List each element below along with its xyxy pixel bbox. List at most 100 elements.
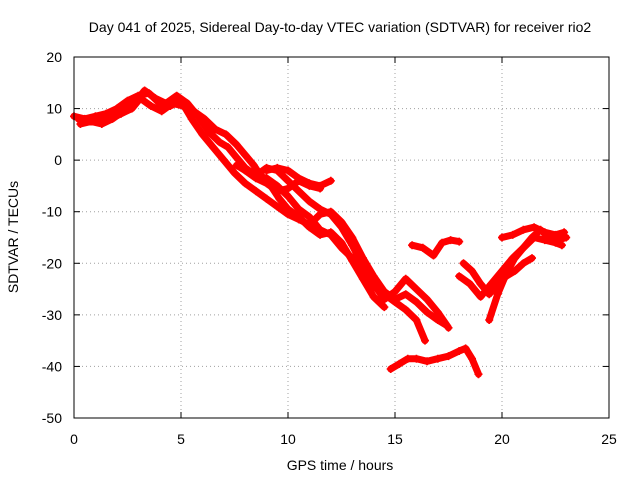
series-line — [70, 89, 450, 329]
data-point — [423, 295, 432, 304]
data-point — [127, 104, 136, 113]
data-point — [348, 241, 357, 250]
data-point — [418, 243, 427, 252]
data-point — [316, 184, 325, 193]
data-point — [85, 114, 93, 123]
series-track-6 — [241, 166, 325, 196]
x-tick-label: 20 — [494, 431, 510, 447]
data-point — [438, 238, 447, 247]
data-point — [241, 151, 250, 159]
data-point — [508, 230, 517, 239]
data-point — [337, 243, 346, 252]
series-track-3 — [74, 94, 389, 312]
data-point — [249, 161, 258, 170]
data-point — [136, 94, 145, 103]
data-point — [510, 254, 519, 263]
data-point — [403, 354, 412, 363]
data-point — [211, 125, 220, 134]
data-point — [510, 267, 519, 275]
data-point — [251, 174, 260, 183]
data-point — [117, 109, 126, 118]
data-point — [358, 267, 367, 275]
y-tick-label: -40 — [42, 358, 62, 374]
data-point — [551, 230, 560, 239]
y-tick-label: 20 — [46, 49, 62, 65]
data-point — [429, 251, 438, 260]
data-point — [284, 166, 292, 175]
data-point — [198, 130, 207, 139]
data-point — [224, 143, 233, 152]
data-point — [326, 176, 335, 185]
data-point — [232, 140, 241, 149]
data-point — [455, 272, 464, 281]
data-point — [232, 153, 241, 162]
data-point — [412, 354, 421, 363]
series-line — [241, 167, 324, 195]
data-point — [200, 114, 209, 123]
data-point — [498, 233, 506, 242]
data-point — [444, 352, 453, 361]
data-point — [230, 169, 239, 177]
series-track-7 — [386, 344, 483, 379]
data-point — [461, 344, 470, 353]
series-line — [233, 161, 429, 345]
data-point — [168, 99, 177, 108]
data-point — [284, 184, 292, 193]
data-point — [316, 225, 325, 234]
data-point — [221, 130, 230, 139]
data-point — [251, 187, 260, 196]
data-point — [423, 308, 432, 317]
series-track-8 — [408, 236, 464, 260]
data-point — [179, 102, 188, 110]
data-point — [123, 96, 132, 105]
series-track-12 — [498, 223, 569, 242]
x-tick-label: 0 — [70, 431, 78, 447]
data-point — [465, 279, 474, 288]
data-point — [560, 228, 569, 237]
data-point — [395, 359, 404, 368]
data-point — [476, 292, 485, 301]
data-point — [326, 210, 335, 219]
data-point — [493, 290, 502, 299]
y-tick-label: -10 — [42, 204, 62, 220]
data-point — [273, 187, 282, 196]
data-point — [147, 102, 155, 110]
data-point — [204, 127, 213, 136]
y-tick-label: 10 — [46, 101, 62, 117]
data-point — [446, 236, 455, 245]
data-point — [408, 241, 417, 250]
x-tick-label: 5 — [177, 431, 185, 447]
data-point — [455, 347, 464, 355]
data-point — [209, 143, 218, 152]
x-axis-label: GPS time / hours — [287, 457, 394, 473]
x-tick-label: 10 — [280, 431, 296, 447]
data-point — [391, 287, 399, 296]
data-point — [219, 156, 228, 165]
data-point — [187, 114, 196, 123]
data-point — [305, 223, 314, 232]
series-line — [74, 94, 388, 311]
data-point — [305, 181, 314, 190]
chart-title: Day 041 of 2025, Sidereal Day-to-day VTE… — [89, 19, 592, 35]
data-point — [74, 114, 83, 123]
data-point — [401, 305, 410, 314]
data-point — [262, 166, 271, 175]
data-point — [528, 233, 536, 242]
data-point — [468, 354, 476, 363]
y-tick-label: 0 — [54, 152, 62, 168]
data-point — [106, 114, 115, 123]
data-point — [262, 179, 271, 188]
data-point — [369, 292, 378, 301]
y-tick-label: -30 — [42, 307, 62, 323]
x-tick-label: 15 — [387, 431, 403, 447]
data-point — [262, 194, 271, 203]
y-tick-label: -20 — [42, 255, 62, 271]
data-point — [284, 192, 292, 201]
data-point — [294, 212, 303, 221]
data-point — [284, 205, 292, 214]
data-point — [401, 274, 410, 283]
data-point — [519, 243, 528, 252]
data-point — [528, 254, 536, 263]
data-point — [294, 205, 303, 214]
data-point — [519, 225, 528, 234]
